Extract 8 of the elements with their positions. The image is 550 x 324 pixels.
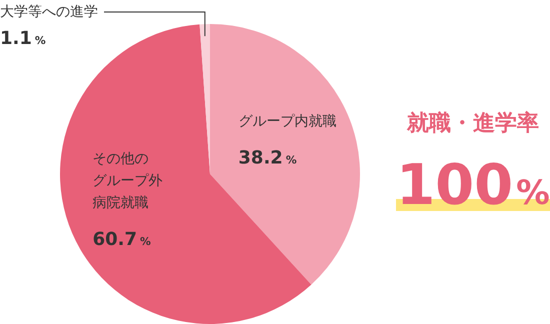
slice-label: その他のグループ外病院就職	[92, 151, 163, 212]
pie-slice	[210, 24, 360, 285]
data-label: 38.2%	[238, 147, 297, 168]
slice-label: グループ内就職	[238, 113, 336, 130]
data-label: 1.1%	[0, 28, 46, 49]
slice-label: 大学等への進学	[0, 4, 98, 20]
text: 就職・進学率	[406, 110, 539, 136]
data-label: 60.7%	[92, 229, 152, 250]
